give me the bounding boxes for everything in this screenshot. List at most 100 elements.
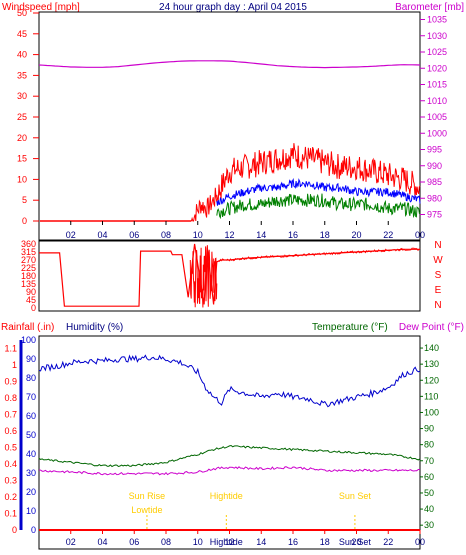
temp-y-tick-label: 110	[424, 391, 438, 401]
event-label-hightide: Hightide	[210, 491, 243, 501]
rain-y-tick-label: 0.9	[4, 376, 17, 386]
temp-y-tick-label: 130	[424, 359, 439, 369]
wind-x-tick-label: 18	[320, 230, 330, 240]
climate-x-tick-label: 20	[351, 537, 361, 547]
baro-y-tick-label: 990	[427, 161, 442, 171]
climate-x-tick-label: 06	[129, 537, 139, 547]
wind-y-tick-label: 35	[17, 70, 27, 80]
direction-y-tick-label: 0	[31, 303, 36, 313]
direction-panel-frame	[38, 239, 421, 312]
humidity-y-tick-label: 90	[26, 354, 36, 364]
humidity-y-tick-label: 20	[26, 487, 36, 497]
baro-y-tick-label: 1000	[427, 128, 447, 138]
avg-wind-line	[216, 177, 421, 206]
baro-y-tick-label: 995	[427, 145, 442, 155]
rainfall-axis-title: Rainfall (.in)	[1, 322, 54, 333]
baro-y-tick-label: 980	[427, 193, 442, 203]
bottom-marker-label: Hightide	[210, 537, 243, 547]
direction-y-tick-label: 180	[21, 271, 36, 281]
temp-y-tick-label: 60	[424, 472, 434, 482]
wind-x-tick-label: 22	[383, 230, 393, 240]
humidity-y-tick-label: 50	[26, 430, 36, 440]
dewpoint-axis-title: Dew Point (°F)	[399, 322, 464, 333]
wind-x-tick-label: 10	[193, 230, 203, 240]
wind-y-tick-label: 5	[22, 195, 27, 205]
climate-x-tick-label: 02	[66, 537, 76, 547]
temp-y-tick-label: 70	[424, 456, 434, 466]
humidity-y-tick-label: 0	[31, 525, 36, 535]
humidity-y-tick-label: 100	[21, 335, 36, 345]
rain-y-tick-label: 0.8	[4, 393, 17, 403]
baro-y-tick-label: 1020	[427, 63, 447, 73]
climate-x-tick-label: 22	[383, 537, 393, 547]
wind-x-tick-label: 00	[415, 230, 425, 240]
direction-jitter-line	[218, 247, 421, 263]
gust-line	[216, 143, 421, 203]
direction-y-tick-label: 45	[26, 295, 36, 305]
gust-early-line	[190, 187, 218, 222]
temp-y-tick-label: 30	[424, 520, 434, 530]
barometer-line	[38, 60, 421, 69]
baro-y-tick-label: 1005	[427, 112, 447, 122]
climate-x-tick-label: 12	[224, 537, 234, 547]
direction-variable-line	[189, 245, 218, 308]
climate-x-tick-label: 10	[193, 537, 203, 547]
rain-y-tick-label: 0.2	[4, 492, 17, 502]
baro-y-tick-label: 1025	[427, 47, 447, 57]
wind-y-tick-label: 50	[17, 8, 27, 18]
temperature-line	[38, 444, 421, 468]
baro-y-tick-label: 1015	[427, 80, 447, 90]
baro-y-tick-label: 975	[427, 210, 442, 220]
graph-title: 24 hour graph day : April 04 2015	[159, 2, 307, 13]
temp-y-tick-label: 140	[424, 343, 439, 353]
compass-label: E	[435, 285, 442, 296]
direction-y-tick-label: 360	[21, 239, 36, 249]
event-label-lowtide: Lowtide	[131, 505, 162, 515]
climate-x-tick-label: 04	[97, 537, 107, 547]
climate-panel-frame	[38, 335, 421, 550]
direction-y-tick-label: 315	[21, 247, 36, 257]
rain-y-tick-label: 0.7	[4, 409, 17, 419]
event-label-sun-rise: Sun Rise	[129, 491, 166, 501]
rain-y-tick-label: 1.1	[4, 343, 17, 353]
temp-y-tick-label: 80	[424, 440, 434, 450]
temp-y-tick-label: 100	[424, 407, 439, 417]
windspeed-axis-title: Windspeed [mph]	[2, 2, 80, 13]
humidity-line	[38, 354, 421, 408]
climate-x-tick-label: 14	[256, 537, 266, 547]
climate-x-tick-label: 00	[415, 537, 425, 547]
wind-x-tick-label: 14	[256, 230, 266, 240]
wind-y-tick-label: 10	[17, 174, 27, 184]
humidity-axis-title: Humidity (%)	[66, 322, 123, 333]
wind-y-tick-label: 25	[17, 112, 27, 122]
humidity-y-tick-label: 10	[26, 506, 36, 516]
baro-y-tick-label: 1035	[427, 15, 447, 25]
temp-y-tick-label: 90	[424, 424, 434, 434]
humidity-y-tick-label: 40	[26, 449, 36, 459]
rain-y-tick-label: 0.5	[4, 442, 17, 452]
temperature-axis-title: Temperature (°F)	[312, 322, 388, 333]
direction-panel-series	[39, 243, 421, 308]
wind-y-tick-label: 20	[17, 133, 27, 143]
rain-y-tick-label: 0.3	[4, 475, 17, 485]
temp-y-tick-label: 120	[424, 375, 439, 385]
climate-x-tick-label: 18	[320, 537, 330, 547]
humidity-y-tick-label: 60	[26, 411, 36, 421]
compass-label: N	[434, 300, 441, 311]
rain-y-tick-label: 0	[12, 525, 17, 535]
wind-y-tick-label: 40	[17, 50, 27, 60]
wind-x-tick-label: 08	[161, 230, 171, 240]
compass-label: W	[433, 255, 443, 266]
direction-y-tick-label: 225	[21, 263, 36, 273]
wind-y-tick-label: 0	[22, 216, 27, 226]
direction-y-tick-label: 135	[21, 279, 36, 289]
event-label-sun-set: Sun Set	[339, 491, 372, 501]
wind-x-tick-label: 06	[129, 230, 139, 240]
wind-x-tick-label: 12	[224, 230, 234, 240]
rain-y-tick-label: 0.6	[4, 426, 17, 436]
wind-panel-frame	[38, 11, 421, 242]
climate-x-tick-label: 16	[288, 537, 298, 547]
wind-x-tick-label: 02	[66, 230, 76, 240]
wind-y-tick-label: 30	[17, 91, 27, 101]
